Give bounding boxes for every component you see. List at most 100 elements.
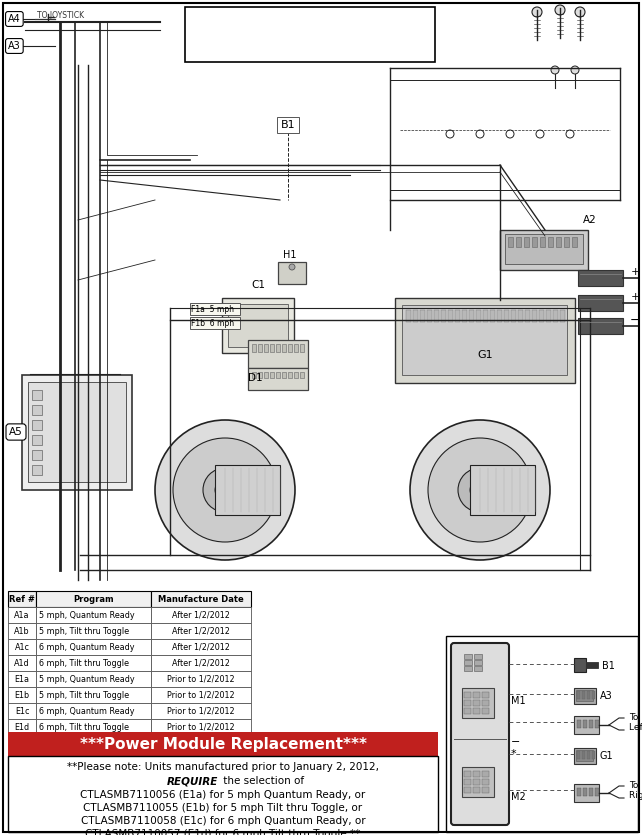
- Bar: [300, 372, 304, 378]
- Text: 5 mph, Quantum Ready: 5 mph, Quantum Ready: [39, 675, 135, 684]
- Text: G1: G1: [477, 350, 493, 360]
- Bar: [582, 691, 585, 699]
- Bar: [532, 237, 537, 247]
- Bar: [455, 310, 460, 322]
- Bar: [448, 310, 453, 322]
- Text: A4: A4: [8, 14, 21, 24]
- Circle shape: [410, 420, 550, 560]
- Bar: [185, 7, 435, 62]
- Circle shape: [532, 7, 542, 17]
- Bar: [36, 655, 151, 671]
- Bar: [36, 687, 151, 703]
- Bar: [532, 310, 537, 322]
- Bar: [577, 751, 580, 759]
- Text: the selection of: the selection of: [220, 776, 304, 786]
- Bar: [586, 662, 598, 668]
- Text: Manufacture Date: Manufacture Date: [158, 595, 244, 604]
- Bar: [462, 688, 494, 718]
- Bar: [587, 691, 590, 699]
- Bar: [462, 767, 494, 797]
- Bar: [441, 310, 446, 322]
- Bar: [264, 344, 268, 352]
- Bar: [36, 607, 151, 623]
- Bar: [516, 237, 521, 247]
- Bar: [446, 636, 638, 832]
- Bar: [469, 310, 474, 322]
- Text: CTLASMB7110056 (E1a) for 5 mph Quantum Ready, or: CTLASMB7110056 (E1a) for 5 mph Quantum R…: [80, 790, 366, 800]
- Bar: [482, 692, 489, 698]
- Text: G1: G1: [600, 751, 614, 761]
- Bar: [578, 270, 623, 286]
- Circle shape: [575, 7, 585, 17]
- Circle shape: [428, 438, 532, 542]
- FancyBboxPatch shape: [451, 643, 509, 825]
- Bar: [36, 639, 151, 655]
- Bar: [473, 779, 480, 785]
- Bar: [36, 591, 151, 607]
- Text: 6 mph, Quantum Ready: 6 mph, Quantum Ready: [39, 642, 135, 651]
- Bar: [473, 708, 480, 714]
- Text: Left Motor: Left Motor: [629, 723, 642, 732]
- Text: 6 mph, Tilt thru Toggle: 6 mph, Tilt thru Toggle: [39, 722, 129, 731]
- Text: A3: A3: [600, 691, 612, 701]
- Bar: [151, 687, 251, 703]
- Bar: [473, 692, 480, 698]
- Text: H1: H1: [283, 250, 297, 260]
- Bar: [8, 591, 36, 607]
- Text: F1a  5 mph: F1a 5 mph: [191, 305, 234, 313]
- Bar: [294, 372, 298, 378]
- Bar: [592, 691, 595, 699]
- Circle shape: [155, 420, 295, 560]
- Bar: [395, 298, 575, 383]
- Bar: [587, 751, 590, 759]
- Text: A5: A5: [9, 427, 23, 437]
- Bar: [482, 779, 489, 785]
- Text: CTLASMB7110058 (E1c) for 6 mph Quantum Ready, or: CTLASMB7110058 (E1c) for 6 mph Quantum R…: [81, 816, 365, 826]
- Text: M1: M1: [511, 696, 526, 706]
- Bar: [32, 390, 42, 400]
- Bar: [151, 591, 251, 607]
- Bar: [576, 750, 593, 761]
- Text: ***Power Module Replacement***: ***Power Module Replacement***: [80, 736, 367, 752]
- Bar: [8, 732, 438, 756]
- Text: 6 mph, Tilt thru Toggle: 6 mph, Tilt thru Toggle: [39, 659, 129, 667]
- Bar: [32, 450, 42, 460]
- Bar: [8, 671, 36, 687]
- Bar: [190, 303, 240, 315]
- Bar: [474, 660, 482, 665]
- Bar: [464, 692, 471, 698]
- Bar: [151, 703, 251, 719]
- Bar: [540, 237, 545, 247]
- Bar: [574, 784, 599, 802]
- Text: E1a: E1a: [15, 675, 30, 684]
- Text: To: To: [629, 782, 638, 791]
- Text: Ref #: Ref #: [9, 595, 35, 604]
- Bar: [270, 372, 274, 378]
- Bar: [276, 344, 280, 352]
- Bar: [539, 310, 544, 322]
- Text: A1b: A1b: [14, 626, 30, 635]
- Bar: [464, 708, 471, 714]
- Bar: [32, 435, 42, 445]
- Bar: [151, 607, 251, 623]
- Text: After 1/2/2012: After 1/2/2012: [172, 610, 230, 620]
- Bar: [276, 372, 280, 378]
- Text: B1: B1: [281, 120, 295, 130]
- Bar: [258, 372, 262, 378]
- Bar: [222, 298, 294, 353]
- Bar: [553, 310, 558, 322]
- Text: After 1/2/2012: After 1/2/2012: [172, 642, 230, 651]
- Bar: [572, 237, 577, 247]
- Bar: [595, 720, 599, 728]
- Bar: [252, 372, 256, 378]
- Text: −: −: [630, 313, 640, 326]
- Text: +: +: [630, 292, 639, 302]
- Text: Prior to 1/2/2012: Prior to 1/2/2012: [167, 675, 235, 684]
- Bar: [483, 310, 488, 322]
- Text: F1b  6 mph: F1b 6 mph: [191, 318, 234, 327]
- Text: To: To: [629, 713, 638, 722]
- Bar: [556, 237, 561, 247]
- Bar: [8, 655, 36, 671]
- Bar: [8, 687, 36, 703]
- Text: B1: B1: [602, 661, 615, 671]
